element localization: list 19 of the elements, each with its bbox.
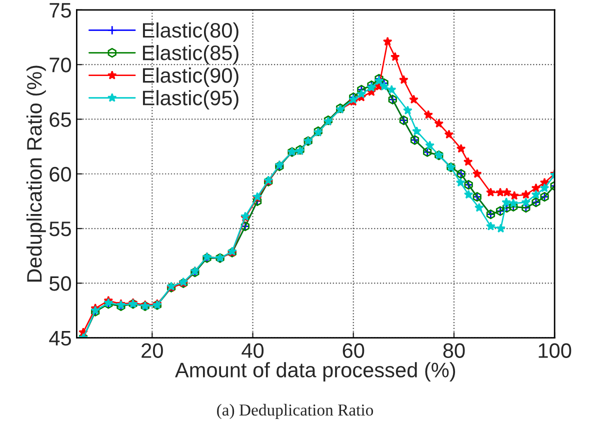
y-tick-label: 60	[50, 166, 72, 182]
legend-label: Elastic(95)	[142, 90, 238, 110]
text: (a) Deduplication Ratio	[217, 404, 374, 420]
y-tick-label: 45	[49, 331, 71, 346]
x-tick-label: 80	[443, 343, 465, 358]
y-axis-title: Deduplication Ratio (%)	[26, 66, 46, 282]
y-tick-label: 50	[50, 276, 72, 291]
x-axis-title: Amount of data processed (%)	[175, 362, 456, 382]
x-tick-label: 100	[538, 343, 572, 358]
x-tick-label: 40	[242, 343, 264, 358]
y-tick-label: 65	[50, 112, 71, 127]
y-tick-label: 55	[50, 222, 71, 236]
legend-label: Elastic(85)	[142, 44, 238, 64]
x-tick-label: 60	[342, 343, 364, 358]
legend-label: Elastic(80)	[142, 22, 238, 42]
x-tick-label: 20	[142, 343, 163, 358]
y-tick-label: 70	[50, 58, 72, 72]
legend-label: Elastic(90)	[142, 68, 238, 87]
y-tick-label: 75	[50, 3, 71, 18]
